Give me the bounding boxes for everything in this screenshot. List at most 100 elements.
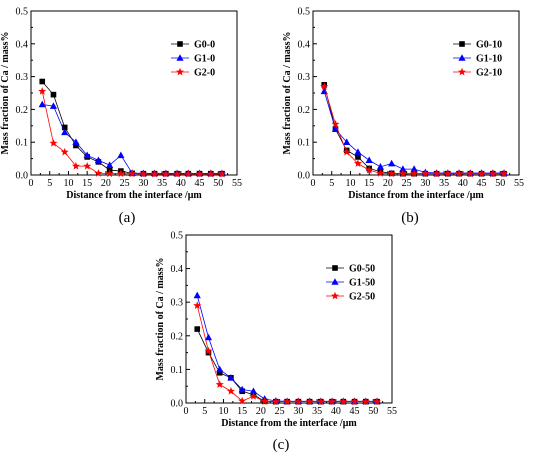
x-tick-label: 30 [293,406,303,417]
x-tick-label: 20 [383,178,393,189]
y-tick-label: 0.4 [171,264,184,275]
data-point [216,369,223,376]
data-point [294,397,303,406]
data-point [83,151,91,159]
data-point [443,169,452,178]
series-G2-50 [193,301,382,406]
data-point [193,291,201,299]
data-point [71,161,80,170]
x-tick-label: 30 [138,178,148,189]
data-point [238,396,247,405]
data-point [355,154,361,160]
data-point [150,169,159,178]
data-point [218,169,227,178]
data-point [260,397,269,405]
data-point [320,87,328,95]
y-axis-title: Mass fraction of Ca / mass% [0,31,11,154]
series-line [323,86,505,175]
data-point [361,397,370,406]
data-point [116,169,125,178]
legend-marker [459,41,465,47]
x-tick-label: 45 [350,406,360,417]
x-tick-label: 50 [368,406,378,417]
data-point [432,169,441,178]
legend-label: G0-0 [194,40,215,51]
data-point [204,346,213,355]
data-point [184,169,193,178]
series-G0-10 [321,82,507,177]
x-tick-label: 25 [402,178,412,189]
plot-frame [185,234,393,404]
data-point [105,169,114,178]
y-tick-label: 0.1 [298,138,311,149]
x-tick-label: 5 [47,178,52,189]
series-line [196,328,378,403]
data-point [354,148,362,155]
legend-marker [331,278,339,285]
data-point [195,169,204,178]
data-point [339,397,348,406]
data-point [477,169,486,178]
data-point [398,169,407,178]
data-point [216,365,224,373]
data-point [410,165,418,172]
data-point [399,165,407,172]
series-line [323,91,505,174]
data-point [193,301,202,309]
x-tick-label: 20 [256,406,266,417]
x-axis-title: Distance from the interface /μm [348,190,484,201]
data-point [271,397,280,406]
chart-panel-2: 0 5 10 15 20 25 30 35 40 45 50 55 0.0 0.1 0.2 0.3 0.4 0.5… [282,7,524,227]
x-tick-label: 15 [237,406,247,417]
legend-label: G0-10 [476,40,502,51]
y-tick-label: 0.1 [171,365,184,376]
data-point [94,156,103,164]
x-tick-label: 15 [364,178,374,189]
x-tick-label: 10 [63,178,73,189]
y-tick-label: 0.2 [16,105,29,116]
data-point [128,169,137,178]
data-point [226,387,235,395]
x-axis-title: Distance from the interface /μm [66,190,202,201]
y-tick-label: 0.0 [298,171,311,182]
chart-panel-1: 0 5 10 15 20 25 30 35 40 45 50 55 0.0 0.1 0.2 0.3 0.4 0.5… [0,7,242,227]
data-point [455,169,464,178]
data-point [39,78,46,85]
y-tick-label: 0.1 [16,138,29,149]
legend-label: G2-10 [476,68,502,79]
data-point [249,387,258,395]
series-G2-10 [320,82,509,178]
series-line [323,84,505,175]
data-point [38,100,46,108]
legend-label: G1-50 [349,278,375,289]
data-point [500,169,509,178]
x-tick-label: 45 [195,178,205,189]
data-point [106,161,114,168]
legend-label: G2-50 [349,292,375,303]
x-tick-label: 40 [458,178,468,189]
data-point [73,142,79,149]
series-G2-0 [38,87,227,178]
x-tick-label: 55 [232,178,242,189]
data-point [343,138,351,145]
data-point [238,385,246,393]
data-point [376,169,385,177]
legend-marker [458,54,466,61]
data-point [410,169,419,178]
legend-marker [176,67,184,76]
data-point [249,392,258,400]
legend: G0-0 G1-0 G2-0 [171,40,215,79]
plot-frame [312,10,520,176]
data-point [320,82,329,90]
plot-frame [30,10,238,176]
data-point [227,374,235,381]
legend-marker [331,291,339,300]
legend-marker [332,265,338,271]
x-tick-label: 35 [312,406,322,417]
x-tick-label: 35 [439,178,449,189]
legend-label: G1-0 [194,54,215,65]
x-tick-label: 0 [29,178,34,189]
series-line [41,91,223,175]
series-G0-0 [39,78,225,177]
